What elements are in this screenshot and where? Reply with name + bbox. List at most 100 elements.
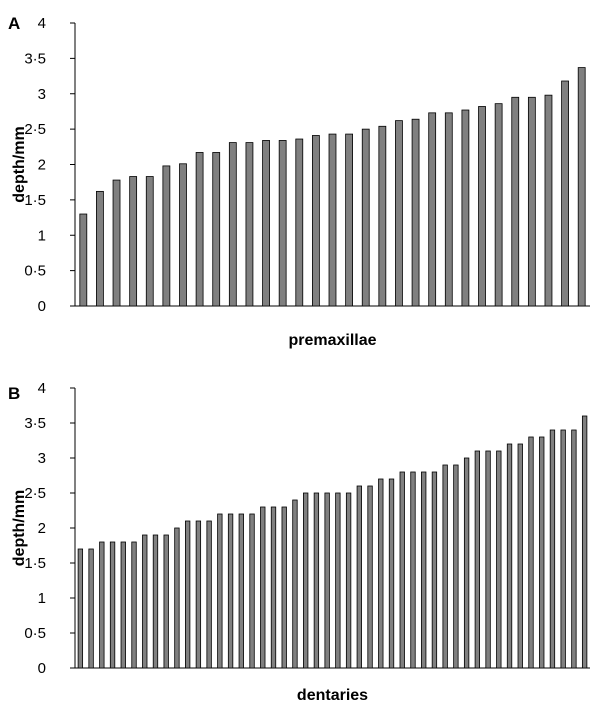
bar [421, 471, 427, 669]
bar [174, 527, 180, 669]
bar [142, 534, 148, 669]
bar [496, 450, 502, 669]
y-tick-label: 4 [38, 15, 46, 32]
bar [163, 534, 169, 669]
bar [378, 478, 384, 669]
bar [335, 492, 341, 669]
chart-panel-b: B 0 0·5 1 1·5 2 2·5 3 3·5 4 depth/mm dentaries [8, 380, 590, 704]
y-tick-label: 2 [38, 157, 46, 174]
bar [356, 485, 362, 669]
bar [388, 478, 395, 669]
bar [295, 138, 304, 307]
panel-label: A [8, 14, 20, 33]
bar [378, 125, 387, 307]
bar [494, 103, 503, 307]
bar [109, 541, 116, 669]
panel-label: B [8, 384, 20, 403]
bar [245, 142, 254, 307]
bar [270, 506, 277, 669]
x-axis-title: premaxillae [288, 332, 376, 349]
bar [506, 443, 513, 669]
bar [292, 499, 298, 669]
bar [478, 106, 486, 307]
y-tick-label: 3·5 [24, 415, 46, 432]
bar [511, 96, 520, 307]
bar [410, 471, 416, 669]
bar [278, 140, 287, 307]
y-tick-label: 3 [38, 86, 46, 103]
bar [99, 541, 105, 669]
y-tick-label: 0 [38, 298, 46, 315]
bar [581, 415, 588, 669]
y-tick-label: 2 [38, 520, 46, 537]
bar [399, 471, 405, 669]
bar [206, 520, 212, 669]
bar [212, 152, 221, 307]
y-tick-label: 0 [38, 660, 46, 677]
y-tick-label: 2·5 [24, 121, 46, 138]
bar [324, 492, 330, 669]
y-tick-label: 0·5 [24, 625, 46, 642]
bar [474, 450, 480, 669]
bar [431, 471, 438, 669]
bar [463, 457, 470, 669]
y-axis-title: depth/mm [11, 126, 28, 202]
bar [517, 443, 523, 669]
bar [145, 176, 154, 307]
bar [328, 133, 337, 307]
bar [544, 94, 553, 307]
bar [227, 513, 234, 669]
x-axis-title: dentaries [297, 687, 368, 704]
y-tick-label: 3·5 [24, 50, 46, 67]
bar [539, 436, 545, 669]
bar [77, 548, 84, 669]
bar [131, 541, 137, 669]
bar [345, 492, 352, 669]
bar [411, 118, 420, 307]
bar [152, 534, 159, 669]
bar [184, 520, 191, 669]
bar [453, 464, 459, 669]
bar [549, 429, 556, 669]
bar [361, 128, 370, 307]
y-tick-label: 3 [38, 450, 46, 467]
bar [281, 506, 287, 669]
y-tick-label: 2·5 [24, 485, 46, 502]
bar [560, 429, 566, 669]
y-tick-label: 4 [38, 380, 46, 397]
y-tick-label: 1 [38, 227, 46, 244]
bar [96, 190, 104, 307]
bar [129, 176, 138, 307]
bar [485, 450, 491, 669]
bar [561, 80, 569, 307]
bar [179, 163, 187, 307]
bar [367, 485, 373, 669]
y-axis-title: depth/mm [11, 490, 28, 566]
bar [238, 513, 244, 669]
bar [461, 109, 470, 307]
bar [162, 165, 171, 307]
y-tick-label: 1·5 [24, 555, 46, 572]
bar [444, 112, 453, 307]
bar [112, 179, 121, 307]
bar [88, 548, 94, 669]
bar [228, 142, 237, 307]
bar [303, 492, 309, 669]
chart-panel-a: A 0 0·5 1 1·5 2 2·5 3 3·5 4 depth/mm premaxillae [8, 14, 590, 349]
bar [571, 429, 577, 669]
bar [428, 112, 437, 307]
bar [262, 140, 270, 307]
bar [528, 436, 534, 669]
bar [120, 541, 126, 669]
bar [249, 513, 255, 669]
bar [79, 213, 88, 307]
bar [195, 152, 204, 307]
bar [527, 96, 536, 307]
bar [311, 135, 320, 307]
y-tick-label: 0·5 [24, 263, 46, 280]
bar [217, 513, 223, 669]
bar [260, 506, 266, 669]
bar [313, 492, 320, 669]
y-tick-label: 1 [38, 590, 46, 607]
